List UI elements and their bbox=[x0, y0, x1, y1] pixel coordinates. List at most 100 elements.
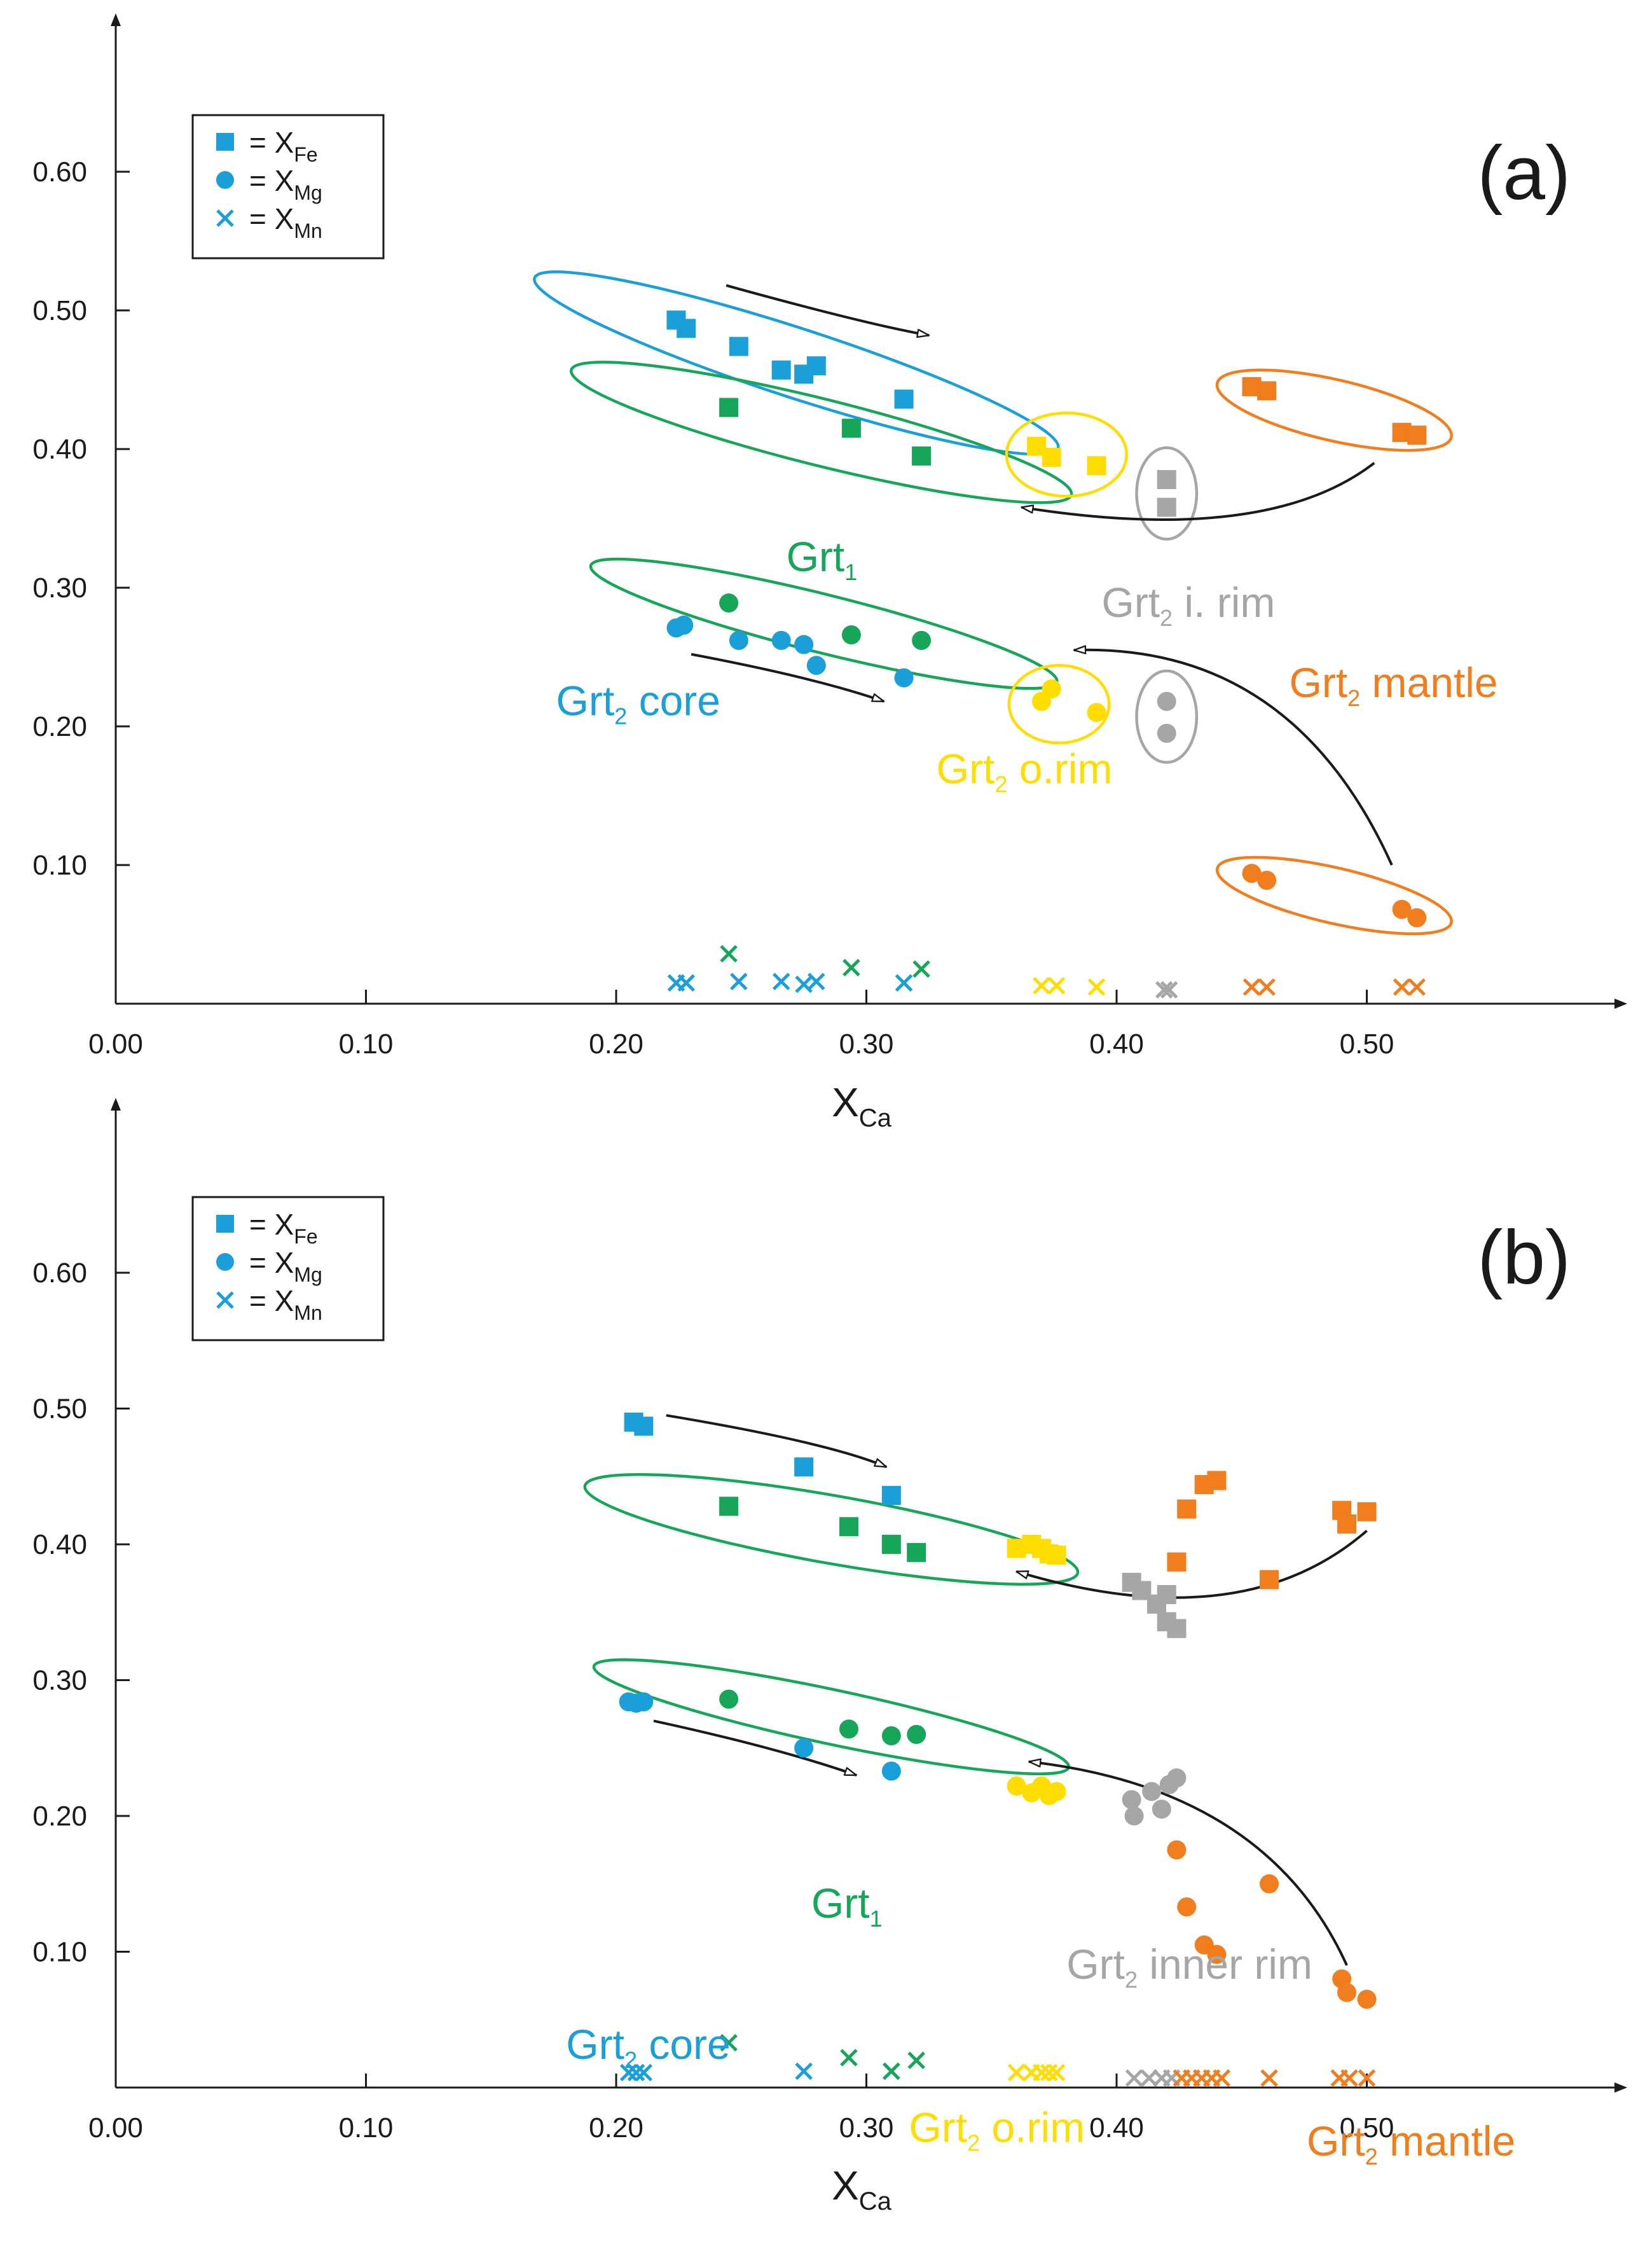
xmg-point bbox=[634, 1692, 654, 1712]
xmg-point bbox=[1392, 899, 1412, 919]
x-axis-arrow-icon bbox=[1614, 2082, 1627, 2093]
xmg-point bbox=[1257, 870, 1277, 890]
xfe-point bbox=[719, 398, 739, 417]
xmn-point bbox=[808, 973, 825, 990]
xmn-point bbox=[907, 2051, 925, 2070]
group-label: Grt2 o.rim bbox=[937, 745, 1113, 797]
xmn-point bbox=[1033, 2063, 1050, 2082]
group-ellipse bbox=[1135, 446, 1199, 541]
xmg-point bbox=[1007, 1777, 1026, 1796]
group-label: Grt2 core bbox=[556, 677, 720, 730]
xfe-point bbox=[1167, 1552, 1187, 1572]
legend-cross-icon bbox=[216, 209, 234, 227]
xmg-point bbox=[1122, 1790, 1141, 1810]
xmn-point bbox=[912, 960, 930, 978]
xfe-point bbox=[839, 1517, 858, 1537]
group-labels: Grt1 Grt2 core Grt2 o.rim Grt2 inner rim Grt… bbox=[566, 1880, 1515, 2170]
xmn-point bbox=[843, 959, 860, 977]
group-label: Grt1 bbox=[787, 533, 858, 585]
x-tick-label: 0.10 bbox=[339, 2112, 394, 2144]
xmg-point bbox=[1124, 1806, 1144, 1825]
xfe-point bbox=[794, 1457, 814, 1477]
xmg-point bbox=[1157, 723, 1176, 743]
xmg-point bbox=[1167, 1768, 1187, 1788]
trend-arrows bbox=[691, 284, 1393, 866]
xmg-point bbox=[907, 1724, 926, 1744]
trend-arrow bbox=[726, 284, 929, 335]
trend-arrow bbox=[653, 1719, 857, 1777]
legend-cross-icon bbox=[216, 1291, 234, 1309]
group-ellipses bbox=[533, 270, 1453, 936]
legend-entry-mn: = XMn bbox=[249, 202, 322, 242]
xmg-point bbox=[794, 635, 814, 655]
xmg-point bbox=[1357, 1990, 1377, 2009]
xmn-point bbox=[840, 2049, 858, 2067]
xmn-point bbox=[1358, 2069, 1376, 2087]
y-tick-label: 0.10 bbox=[32, 850, 87, 881]
xfe-point bbox=[1157, 469, 1176, 489]
panel-a-label: (a) bbox=[1477, 130, 1571, 216]
xmn-point bbox=[795, 975, 813, 994]
x-tick-label: 0.20 bbox=[589, 2112, 644, 2144]
xfe-point bbox=[1257, 381, 1277, 401]
y-tick-label: 0.60 bbox=[32, 1257, 87, 1289]
group-label: Grt2 mantle bbox=[1307, 2117, 1515, 2170]
group-ellipse bbox=[1215, 368, 1453, 452]
group-ellipses bbox=[583, 1473, 1080, 1776]
x-tick-label: 0.00 bbox=[88, 1029, 143, 1060]
x-tick-label: 0.50 bbox=[1340, 1029, 1394, 1060]
xmn-point bbox=[1408, 978, 1426, 996]
panel-a-x-axis-title: XCa bbox=[832, 1079, 892, 1132]
xfe-point bbox=[881, 1535, 901, 1554]
xfe-point bbox=[912, 446, 932, 466]
xmn-point bbox=[1140, 2069, 1158, 2087]
xmg-point bbox=[881, 1726, 901, 1746]
trend-arrow bbox=[1017, 1530, 1368, 1599]
x-tick-label: 0.40 bbox=[1089, 2112, 1144, 2144]
x-tick-label: 0.30 bbox=[839, 2112, 894, 2144]
xmg-point bbox=[1407, 908, 1427, 927]
group-label: Grt2 mantle bbox=[1290, 659, 1498, 711]
y-tick-label: 0.20 bbox=[32, 711, 87, 742]
y-tick-label: 0.60 bbox=[32, 156, 87, 188]
xmn-point bbox=[627, 2063, 645, 2082]
axes: 0.00 0.10 0.20 0.30 0.40 0.50 0.10 0.20 0.30 0.40… bbox=[32, 13, 1627, 1060]
trend-arrow bbox=[1029, 1762, 1348, 1966]
xmn-point bbox=[1242, 978, 1261, 996]
xmg-point bbox=[1177, 1897, 1197, 1917]
x-tick-label: 0.40 bbox=[1089, 1029, 1144, 1060]
y-tick-label: 0.30 bbox=[32, 572, 87, 604]
trend-arrow bbox=[666, 1414, 886, 1469]
xmg-point bbox=[839, 1719, 858, 1739]
xmn-point bbox=[1260, 2069, 1278, 2087]
xfe-point bbox=[1357, 1502, 1377, 1521]
group-ellipse bbox=[583, 1473, 1080, 1586]
xmn-point bbox=[1258, 978, 1276, 996]
xmg-point bbox=[1087, 703, 1106, 723]
xmg-point bbox=[729, 630, 748, 650]
xmn-point bbox=[1047, 976, 1066, 995]
xfe-point bbox=[677, 319, 696, 338]
xmg-point bbox=[1157, 691, 1176, 711]
group-ellipse bbox=[1005, 412, 1128, 498]
group-labels: Grt1 Grt2 core Grt2 o.rim Grt2 i. rim Grt2 m… bbox=[556, 533, 1498, 798]
xmg-point bbox=[806, 656, 826, 675]
xfe-point bbox=[771, 360, 791, 380]
data-points bbox=[666, 310, 1427, 999]
x-axis-arrow-icon bbox=[1614, 999, 1627, 1009]
legend-square-icon bbox=[216, 1215, 234, 1233]
panel-b-chart: (b) = XFe = XMg = XMn XCa 0.00 0.10 0.20 0.… bbox=[32, 1098, 1627, 2215]
x-tick-label: 0.20 bbox=[589, 1029, 644, 1060]
xmn-point bbox=[1040, 2063, 1058, 2082]
xmn-point bbox=[1160, 981, 1178, 999]
xmg-point bbox=[674, 615, 694, 635]
data-points bbox=[619, 1412, 1377, 2087]
xmn-point bbox=[1047, 2063, 1066, 2082]
xfe-point bbox=[1047, 1546, 1066, 1565]
xmn-point bbox=[1007, 2063, 1026, 2082]
x-tick-label: 0.10 bbox=[339, 1029, 394, 1060]
panel-a-legend: = XFe = XMg = XMn bbox=[191, 114, 385, 260]
xmg-point bbox=[894, 668, 914, 688]
xmn-point bbox=[1125, 2069, 1143, 2087]
y-tick-label: 0.50 bbox=[32, 295, 87, 326]
